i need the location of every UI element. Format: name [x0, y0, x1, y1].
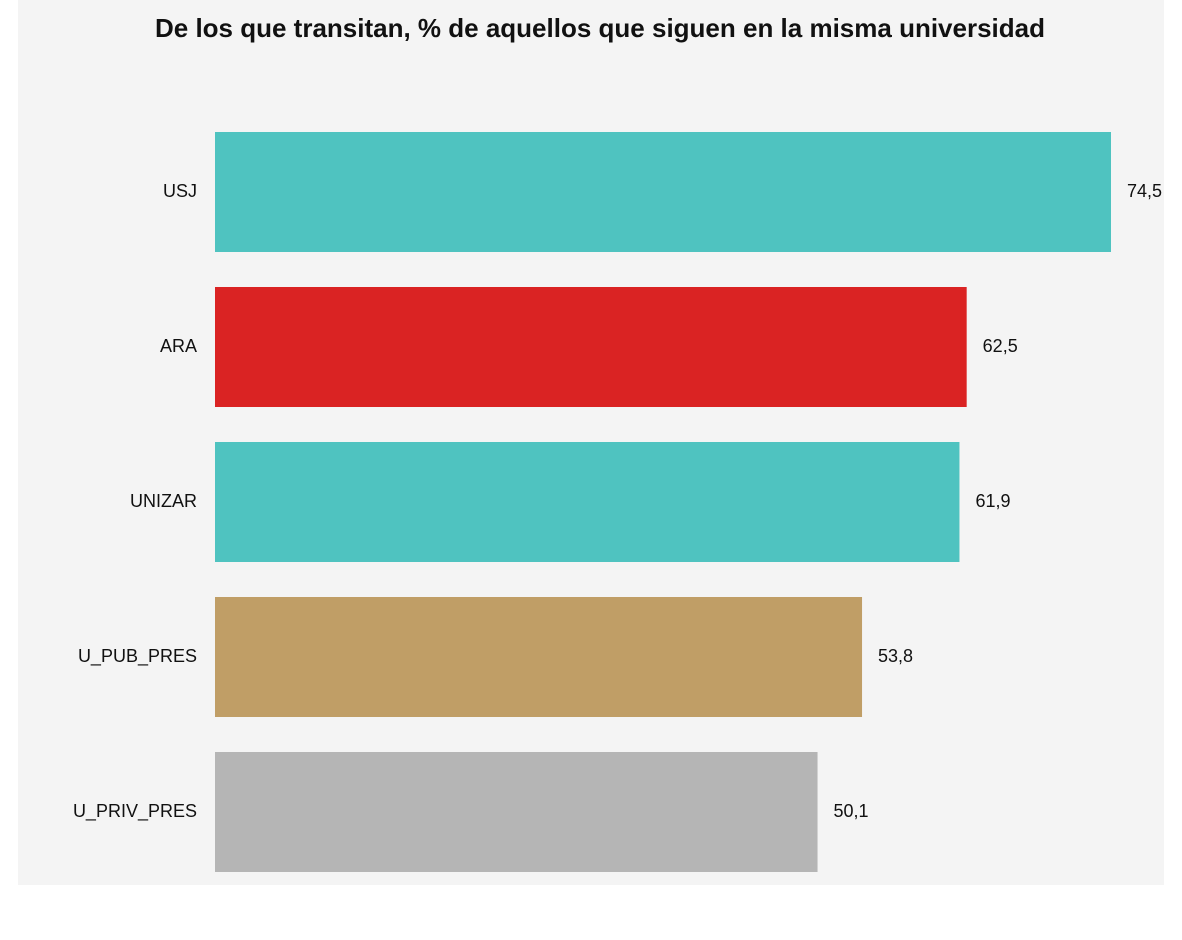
category-label: UNIZAR	[130, 491, 197, 511]
bar	[215, 287, 967, 407]
category-label: U_PUB_PRES	[78, 646, 197, 667]
value-label: 61,9	[975, 491, 1010, 511]
category-label: U_PRIV_PRES	[73, 801, 197, 822]
bar	[215, 132, 1111, 252]
value-label: 62,5	[983, 336, 1018, 356]
category-label: ARA	[160, 336, 197, 356]
value-label: 53,8	[878, 646, 913, 666]
chart-title: De los que transitan, % de aquellos que …	[155, 13, 1045, 43]
bar	[215, 597, 863, 717]
value-label: 74,5	[1127, 181, 1162, 201]
bar	[215, 752, 818, 872]
value-label: 50,1	[834, 801, 869, 821]
category-label: USJ	[163, 181, 197, 201]
bar	[215, 442, 960, 562]
